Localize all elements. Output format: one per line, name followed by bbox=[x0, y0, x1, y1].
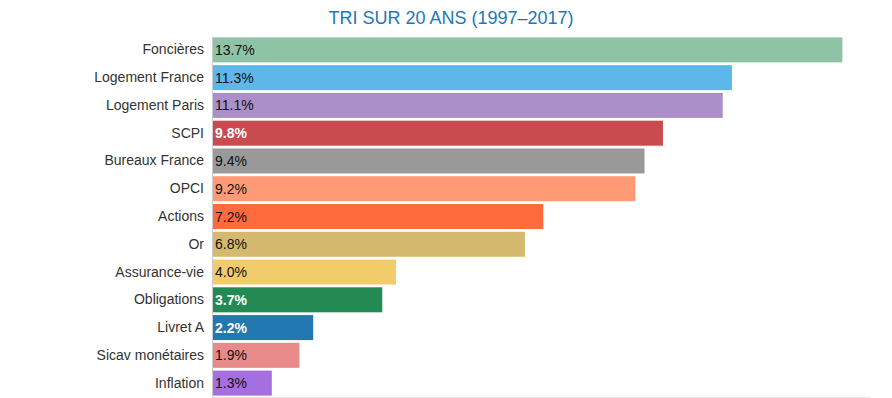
y-tick-label: Foncières bbox=[143, 41, 204, 57]
bar bbox=[212, 148, 645, 173]
y-tick-label: Actions bbox=[158, 208, 204, 224]
bar bbox=[212, 204, 543, 229]
bar bbox=[212, 260, 396, 285]
bar bbox=[212, 315, 313, 340]
y-tick: Actions bbox=[158, 208, 212, 224]
y-tick: OPCI bbox=[170, 180, 212, 196]
data-label: 6.8% bbox=[215, 236, 247, 252]
y-tick-label: Livret A bbox=[157, 319, 204, 335]
y-tick-label: Logement Paris bbox=[106, 97, 204, 113]
data-label: 7.2% bbox=[215, 209, 247, 225]
y-tick: Bureaux France bbox=[104, 152, 212, 168]
bar bbox=[212, 37, 842, 62]
y-tick: Or bbox=[188, 236, 212, 252]
data-label: 3.7% bbox=[215, 292, 247, 308]
y-tick: Logement Paris bbox=[106, 97, 212, 113]
x-axis-line bbox=[213, 397, 871, 398]
y-tick: Sicav monétaires bbox=[97, 347, 212, 363]
data-labels: 13.7% 11.3% 11.1% 9.8% 9.4% 9.2% 7.2% 6.8% 4.0% 3… bbox=[215, 42, 255, 391]
bar bbox=[212, 287, 382, 312]
y-tick-label: OPCI bbox=[170, 180, 204, 196]
y-axis: Foncières Logement France Logement Paris SC… bbox=[94, 37, 212, 398]
data-label: 2.2% bbox=[215, 320, 247, 336]
y-tick: Livret A bbox=[157, 319, 212, 335]
y-tick-label: Bureaux France bbox=[104, 152, 204, 168]
bar bbox=[212, 343, 299, 368]
y-tick: Obligations bbox=[134, 291, 212, 307]
y-tick: Logement France bbox=[94, 69, 212, 85]
y-tick: Foncières bbox=[143, 41, 212, 57]
data-label: 4.0% bbox=[215, 264, 247, 280]
y-tick-label: SCPI bbox=[171, 125, 204, 141]
data-label: 13.7% bbox=[215, 42, 255, 58]
bars bbox=[212, 37, 842, 395]
y-tick: Inflation bbox=[155, 375, 212, 391]
y-tick-label: Obligations bbox=[134, 291, 204, 307]
data-label: 11.3% bbox=[215, 70, 254, 86]
y-tick: SCPI bbox=[171, 125, 212, 141]
data-label: 1.3% bbox=[215, 375, 247, 391]
bar bbox=[212, 65, 732, 90]
y-tick-label: Sicav monétaires bbox=[97, 347, 204, 363]
y-tick-label: Or bbox=[188, 236, 204, 252]
bar bbox=[212, 93, 723, 118]
bar bbox=[212, 371, 272, 396]
x-axis bbox=[213, 397, 871, 398]
data-label: 9.4% bbox=[215, 153, 247, 169]
y-axis-line bbox=[212, 37, 213, 398]
y-tick-label: Assurance-vie bbox=[115, 264, 204, 280]
data-label: 9.2% bbox=[215, 181, 247, 197]
data-label: 1.9% bbox=[215, 347, 247, 363]
data-label: 11.1% bbox=[215, 97, 254, 113]
bar bbox=[212, 232, 525, 257]
y-tick-label: Inflation bbox=[155, 375, 204, 391]
y-tick: Assurance-vie bbox=[115, 264, 212, 280]
chart: TRI SUR 20 ANS (1997–2017) Foncières Logem… bbox=[0, 0, 892, 398]
plot: Foncières Logement France Logement Paris SC… bbox=[94, 37, 870, 398]
data-label: 9.8% bbox=[215, 125, 247, 141]
title: TRI SUR 20 ANS (1997–2017) bbox=[328, 8, 573, 28]
y-tick-label: Logement France bbox=[94, 69, 204, 85]
bar bbox=[212, 121, 663, 146]
bar bbox=[212, 176, 635, 201]
